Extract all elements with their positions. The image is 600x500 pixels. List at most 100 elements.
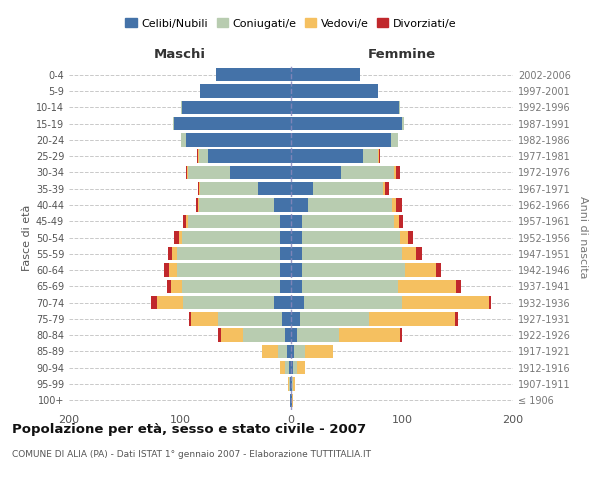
Bar [221,328,243,342]
Legend: Celibi/Nubili, Coniugati/e, Vedovi/e, Divorziati/e: Celibi/Nubili, Coniugati/e, Vedovi/e, Di… [121,14,461,33]
Bar [292,394,293,407]
Bar [308,198,392,211]
Bar [197,150,198,163]
Bar [168,247,172,260]
Bar [291,378,292,390]
Bar [199,198,274,211]
Bar [457,280,461,293]
Bar [397,198,402,211]
Bar [305,344,333,358]
Y-axis label: Fasce di età: Fasce di età [22,204,32,270]
Bar [199,182,200,196]
Bar [230,166,291,179]
Bar [291,166,341,179]
Bar [341,166,394,179]
Bar [169,264,176,276]
Bar [274,198,291,211]
Bar [291,361,293,374]
Bar [383,182,385,196]
Bar [377,150,379,163]
Bar [164,264,169,276]
Bar [173,117,175,130]
Bar [291,264,302,276]
Bar [182,280,280,293]
Bar [243,328,286,342]
Bar [394,214,398,228]
Bar [291,68,360,82]
Bar [172,247,176,260]
Bar [286,361,289,374]
Bar [290,378,291,390]
Bar [290,394,291,407]
Bar [291,328,296,342]
Bar [300,312,368,326]
Bar [392,198,397,211]
Y-axis label: Anni di nascita: Anni di nascita [578,196,587,279]
Bar [291,182,313,196]
Bar [187,166,188,179]
Bar [185,166,187,179]
Bar [398,214,403,228]
Bar [262,344,278,358]
Bar [280,280,291,293]
Text: Femmine: Femmine [368,48,436,61]
Bar [291,150,363,163]
Bar [302,280,398,293]
Text: Popolazione per età, sesso e stato civile - 2007: Popolazione per età, sesso e stato civil… [12,422,366,436]
Bar [179,231,182,244]
Bar [171,280,182,293]
Bar [398,280,457,293]
Bar [188,214,280,228]
Bar [368,312,455,326]
Bar [400,328,402,342]
Bar [208,150,291,163]
Bar [176,247,280,260]
Text: Maschi: Maschi [154,48,206,61]
Bar [200,84,291,98]
Bar [455,312,458,326]
Bar [286,328,291,342]
Bar [304,296,402,310]
Bar [488,296,491,310]
Bar [292,378,293,390]
Bar [291,84,377,98]
Bar [291,117,402,130]
Bar [181,133,185,146]
Bar [287,344,291,358]
Bar [198,198,199,211]
Text: COMUNE DI ALIA (PA) - Dati ISTAT 1° gennaio 2007 - Elaborazione TUTTITALIA.IT: COMUNE DI ALIA (PA) - Dati ISTAT 1° genn… [12,450,371,459]
Bar [189,312,191,326]
Bar [406,264,436,276]
Bar [313,182,383,196]
Bar [436,264,441,276]
Bar [291,296,304,310]
Bar [291,247,302,260]
Bar [181,100,182,114]
Bar [287,378,289,390]
Bar [280,214,291,228]
Bar [416,247,422,260]
Bar [385,182,389,196]
Bar [302,231,400,244]
Bar [278,344,287,358]
Bar [302,214,394,228]
Bar [291,198,308,211]
Bar [184,296,274,310]
Bar [175,231,179,244]
Bar [157,296,184,310]
Bar [291,133,391,146]
Bar [185,214,188,228]
Bar [402,247,416,260]
Bar [182,231,280,244]
Bar [302,264,406,276]
Bar [402,296,488,310]
Bar [397,166,400,179]
Bar [167,280,171,293]
Bar [291,280,302,293]
Bar [296,328,339,342]
Bar [185,133,291,146]
Bar [274,296,291,310]
Bar [280,247,291,260]
Bar [402,117,404,130]
Bar [218,312,282,326]
